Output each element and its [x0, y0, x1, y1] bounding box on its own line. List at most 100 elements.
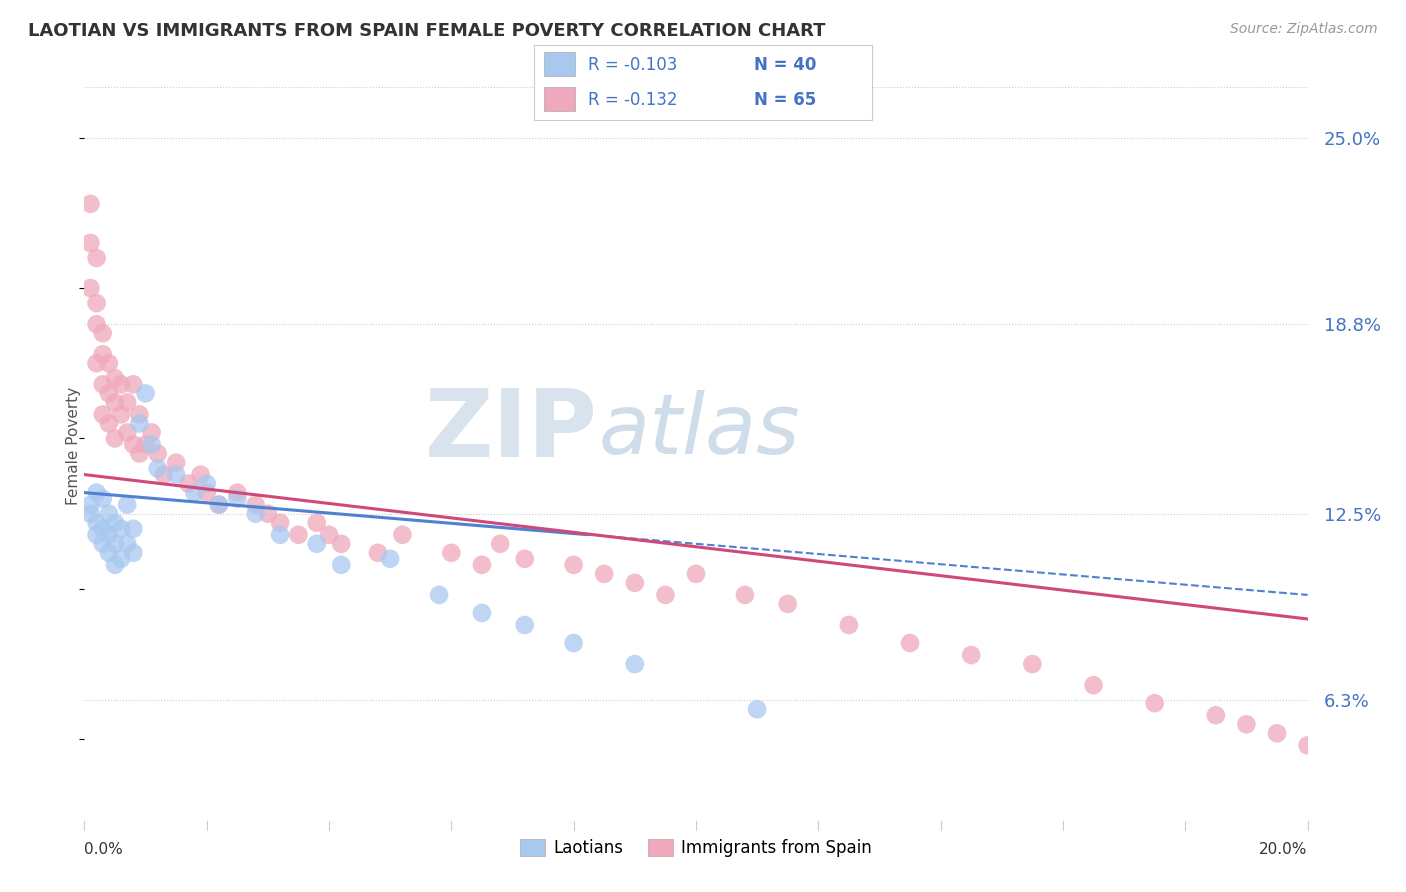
Point [245, 498, 267, 512]
Point [110, 377, 132, 392]
Point [380, 551, 402, 566]
Point [122, 377, 145, 392]
Point [471, 606, 494, 620]
Point [838, 618, 860, 632]
Point [79, 197, 101, 211]
Point [269, 527, 291, 541]
Point [165, 467, 187, 482]
Point [593, 566, 616, 581]
Point [128, 417, 150, 431]
Point [471, 558, 494, 572]
Text: N = 65: N = 65 [754, 91, 815, 109]
Point [79, 507, 101, 521]
Point [1205, 708, 1227, 723]
Point [104, 516, 127, 530]
Point [128, 408, 150, 422]
Point [104, 395, 127, 409]
Point [1143, 696, 1166, 710]
Point [562, 636, 585, 650]
Point [513, 618, 536, 632]
Point [86, 317, 108, 331]
Point [97, 386, 120, 401]
Point [104, 537, 127, 551]
Point [86, 527, 108, 541]
Point [776, 597, 799, 611]
Point [654, 588, 676, 602]
Point [624, 657, 647, 672]
Legend: Laotians, Immigrants from Spain: Laotians, Immigrants from Spain [513, 832, 879, 863]
Point [208, 498, 231, 512]
Point [97, 507, 120, 521]
Point [440, 546, 463, 560]
Point [330, 558, 353, 572]
Point [86, 296, 108, 310]
Bar [544, 52, 575, 77]
Text: LAOTIAN VS IMMIGRANTS FROM SPAIN FEMALE POVERTY CORRELATION CHART: LAOTIAN VS IMMIGRANTS FROM SPAIN FEMALE … [28, 22, 825, 40]
Text: N = 40: N = 40 [754, 56, 815, 74]
Point [86, 251, 108, 265]
Point [489, 537, 512, 551]
Point [287, 527, 309, 541]
Point [128, 446, 150, 460]
Point [86, 485, 108, 500]
Point [305, 516, 328, 530]
Point [898, 636, 921, 650]
Point [115, 395, 138, 409]
Point [97, 356, 120, 370]
Point [79, 498, 101, 512]
Point [115, 537, 138, 551]
Point [165, 456, 187, 470]
Point [110, 408, 132, 422]
Point [183, 485, 205, 500]
Text: R = -0.103: R = -0.103 [588, 56, 678, 74]
Point [97, 417, 120, 431]
Point [97, 546, 120, 560]
Point [195, 476, 218, 491]
Point [141, 437, 163, 451]
Point [91, 377, 114, 392]
Point [269, 516, 291, 530]
Point [153, 467, 176, 482]
Point [562, 558, 585, 572]
Text: R = -0.132: R = -0.132 [588, 91, 678, 109]
Point [190, 467, 212, 482]
Point [245, 507, 267, 521]
Point [747, 702, 769, 716]
Point [104, 558, 127, 572]
Point [1021, 657, 1043, 672]
Point [146, 446, 169, 460]
Point [86, 516, 108, 530]
Y-axis label: Female Poverty: Female Poverty [66, 387, 82, 505]
Point [122, 522, 145, 536]
Point [79, 235, 101, 250]
Point [122, 546, 145, 560]
Point [1296, 739, 1319, 753]
Point [110, 522, 132, 536]
Point [79, 281, 101, 295]
Point [960, 648, 983, 662]
Point [91, 408, 114, 422]
Point [177, 476, 200, 491]
Point [1083, 678, 1105, 692]
Point [104, 371, 127, 385]
Point [91, 326, 114, 341]
Point [91, 522, 114, 536]
Bar [544, 87, 575, 112]
Text: 20.0%: 20.0% [1260, 841, 1308, 856]
Point [427, 588, 450, 602]
Point [146, 461, 169, 475]
Point [115, 498, 138, 512]
Point [115, 425, 138, 440]
Point [110, 551, 132, 566]
Point [624, 575, 647, 590]
Point [226, 485, 249, 500]
Text: 0.0%: 0.0% [84, 841, 124, 856]
Point [1265, 726, 1288, 740]
Point [685, 566, 707, 581]
Point [86, 356, 108, 370]
Point [330, 537, 353, 551]
Point [513, 551, 536, 566]
Point [367, 546, 389, 560]
Point [91, 347, 114, 361]
Point [97, 527, 120, 541]
